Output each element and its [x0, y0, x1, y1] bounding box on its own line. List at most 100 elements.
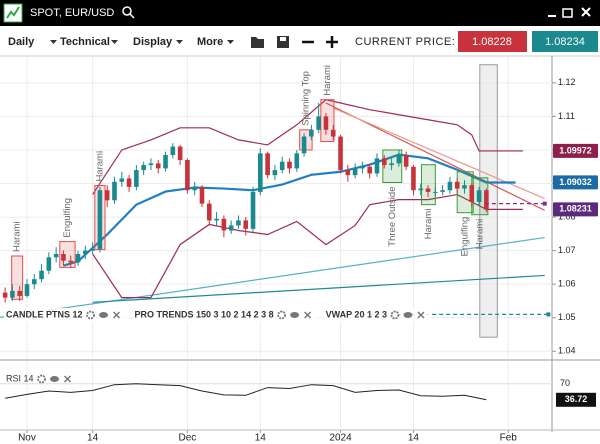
remove-icon[interactable] — [304, 311, 312, 319]
candle-body — [134, 170, 139, 187]
candle-body — [447, 181, 453, 191]
candle-body — [330, 129, 336, 137]
rsi-value: 36.72 — [565, 394, 588, 404]
y-tick-label: 1.04 — [558, 346, 576, 356]
candle-body — [484, 190, 489, 210]
candle-body — [440, 190, 445, 192]
menu-technical[interactable]: Technical — [60, 36, 110, 48]
candle-body — [265, 153, 270, 176]
candle-body — [462, 185, 467, 189]
ask-price: 1.08234 — [545, 36, 585, 48]
candle-body — [323, 116, 329, 130]
bid-box[interactable] — [458, 31, 527, 52]
candle-body — [221, 218, 227, 231]
y-tick-label: 1.11 — [558, 111, 575, 121]
y-tick-label: 1.07 — [558, 245, 576, 255]
pattern-box — [420, 164, 436, 206]
candle-body — [83, 250, 88, 254]
price-label-box — [553, 175, 598, 190]
visibility-icon[interactable] — [50, 376, 60, 382]
menu-caret — [227, 40, 234, 44]
candle-body — [287, 161, 292, 169]
candle-body — [360, 166, 365, 169]
pattern-label: Spinning Top — [300, 71, 311, 126]
current-price-label: CURRENT PRICE: — [355, 36, 455, 48]
pattern-label: Harami — [94, 151, 105, 182]
trendline — [0, 236, 545, 318]
y-tick-label: 1.08 — [558, 211, 576, 221]
visibility-icon[interactable] — [99, 312, 109, 318]
candle-body — [301, 136, 307, 154]
settings-icon[interactable] — [86, 310, 95, 320]
pattern-label: Harami — [12, 221, 23, 252]
pattern-label: Engulfing — [62, 198, 73, 238]
indicator-label: PRO TRENDS 150 3 10 2 14 2 3 8 — [135, 309, 274, 319]
menu-display[interactable]: Display — [133, 36, 173, 48]
candle-body — [316, 116, 321, 130]
x-tick-label: 14 — [87, 433, 99, 444]
price-line-end — [542, 201, 547, 206]
pattern-label: Harami — [322, 65, 333, 96]
candle-body — [294, 153, 300, 169]
pattern-label: Engulfing — [460, 217, 471, 257]
candle-body — [214, 218, 219, 221]
candle-body — [352, 168, 358, 176]
settings-icon[interactable] — [277, 310, 286, 320]
search-icon-handle — [129, 13, 135, 19]
indicator-line — [63, 153, 516, 267]
remove-icon[interactable] — [63, 375, 72, 383]
open-icon[interactable] — [251, 37, 264, 48]
candle-body — [39, 270, 44, 280]
candle-body — [141, 165, 146, 171]
pattern-label: Harami — [423, 209, 434, 240]
y-tick-label: 1.06 — [558, 279, 576, 289]
rsi-title: RSI 14 — [6, 373, 34, 383]
rsi-line — [5, 383, 487, 401]
menu-more[interactable]: More — [197, 36, 223, 48]
candle-body — [279, 161, 285, 171]
y-tick-label: 1.12 — [558, 77, 576, 87]
x-tick-label: Dec — [179, 433, 197, 444]
candle-body — [272, 170, 278, 176]
candle-body — [104, 190, 110, 201]
menu-daily[interactable]: Daily — [8, 36, 35, 48]
remove-icon[interactable] — [417, 311, 425, 319]
pattern-label: Three Outside — [387, 187, 398, 247]
candle-body — [258, 153, 263, 192]
candle-body — [119, 178, 125, 182]
price-label: 1.08231 — [559, 204, 592, 214]
candle-body — [24, 284, 30, 296]
search-icon[interactable] — [122, 6, 132, 16]
x-tick-label: 14 — [255, 433, 267, 444]
candle-body — [199, 186, 205, 204]
indicator-label: CANDLE PTNS 12 — [6, 309, 83, 319]
price-label-box — [553, 202, 598, 217]
candle-body — [228, 225, 234, 231]
x-tick-label: Feb — [500, 433, 518, 444]
bid-price: 1.08228 — [472, 36, 512, 48]
candle-body — [163, 154, 168, 169]
candle-body — [243, 220, 249, 229]
menu-caret — [50, 40, 57, 44]
save-icon-detail — [280, 37, 286, 41]
settings-icon[interactable] — [390, 310, 400, 320]
visibility-icon[interactable] — [290, 312, 300, 318]
candle-body — [396, 154, 402, 164]
logo-line — [6, 6, 20, 19]
pattern-label: Harami — [474, 219, 485, 250]
candle-body — [381, 158, 387, 166]
title-bar — [0, 0, 600, 26]
candle-body — [367, 166, 373, 174]
popout-icon[interactable] — [562, 8, 573, 18]
ask-box[interactable] — [532, 31, 598, 52]
menu-caret — [176, 40, 183, 44]
candle-body — [10, 290, 15, 298]
remove-icon[interactable] — [112, 311, 121, 319]
price-label: 1.09972 — [559, 145, 592, 155]
candle-body — [403, 154, 409, 167]
candle-body — [476, 190, 482, 202]
settings-icon[interactable] — [37, 374, 46, 384]
visibility-icon[interactable] — [403, 312, 413, 318]
candle-body — [185, 160, 190, 191]
